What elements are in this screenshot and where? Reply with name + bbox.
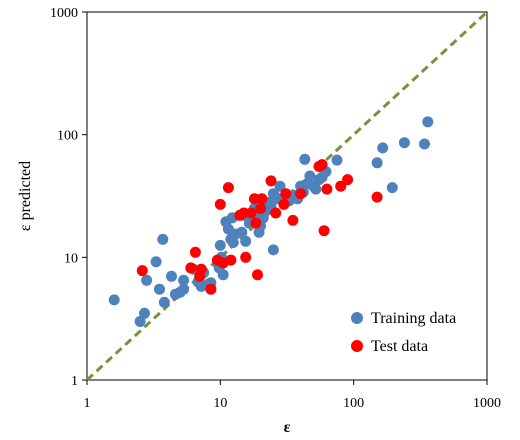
test-point <box>318 225 330 237</box>
y-tick-label: 1 <box>71 374 78 389</box>
training-point <box>178 283 190 295</box>
test-point <box>225 254 237 266</box>
y-tick-label: 100 <box>57 129 78 144</box>
legend: Training data Test data <box>351 310 456 355</box>
training-point <box>139 307 150 319</box>
x-tick-label: 10 <box>213 396 227 411</box>
legend-marker <box>351 340 363 352</box>
x-tick-label: 1000 <box>473 396 501 411</box>
test-point <box>136 265 148 277</box>
training-point <box>377 142 389 154</box>
training-point <box>240 235 252 247</box>
test-point <box>222 182 234 194</box>
training-point <box>150 256 162 268</box>
x-tick-label: 100 <box>343 396 364 411</box>
legend-marker <box>351 312 363 324</box>
training-point <box>422 116 434 128</box>
training-point <box>157 233 169 245</box>
y-axis-label: ε predicted <box>17 161 34 231</box>
test-point <box>280 188 292 200</box>
test-point <box>371 191 383 203</box>
series-test-data <box>136 159 383 295</box>
test-point <box>321 183 333 195</box>
training-point <box>141 274 153 286</box>
test-point <box>205 283 217 295</box>
x-axis-label: ε <box>284 419 291 436</box>
training-point <box>304 170 316 182</box>
test-point <box>270 207 282 219</box>
training-point <box>398 137 410 149</box>
training-point <box>166 270 177 282</box>
test-point <box>278 198 290 210</box>
training-point <box>217 269 229 281</box>
test-point <box>256 193 268 205</box>
training-point <box>227 237 239 248</box>
test-point <box>185 262 197 274</box>
training-point <box>331 154 343 166</box>
training-point <box>419 138 430 150</box>
y-tick-label: 1000 <box>50 6 78 21</box>
y-tick-label: 10 <box>64 251 78 266</box>
test-point <box>255 203 266 214</box>
training-point <box>108 294 120 306</box>
training-point <box>274 180 286 192</box>
test-point <box>195 263 207 275</box>
legend-label: Test data <box>371 338 428 355</box>
training-point <box>371 157 383 169</box>
test-point <box>295 188 307 200</box>
training-point <box>154 283 165 295</box>
training-point <box>178 274 190 286</box>
data-points-layer <box>108 116 434 327</box>
test-point <box>250 217 262 229</box>
training-point <box>158 296 170 308</box>
test-point <box>316 159 328 171</box>
training-point <box>267 244 279 256</box>
training-point <box>236 226 248 238</box>
test-point <box>287 214 299 226</box>
axes-layer: 1 10 100 1000 1 10 100 1000 ε ε predicted <box>17 6 501 436</box>
test-point <box>252 269 263 281</box>
test-point <box>240 251 252 263</box>
training-point <box>310 183 322 195</box>
legend-label: Training data <box>371 310 456 327</box>
training-point <box>386 182 398 194</box>
test-point <box>265 175 277 187</box>
x-tick-label: 1 <box>84 396 91 411</box>
training-point <box>214 239 226 251</box>
training-point <box>134 316 146 327</box>
test-point <box>189 246 201 258</box>
test-point <box>335 180 347 192</box>
test-point <box>214 198 226 210</box>
test-point <box>245 207 257 219</box>
training-point <box>299 153 311 165</box>
test-point <box>342 174 354 186</box>
